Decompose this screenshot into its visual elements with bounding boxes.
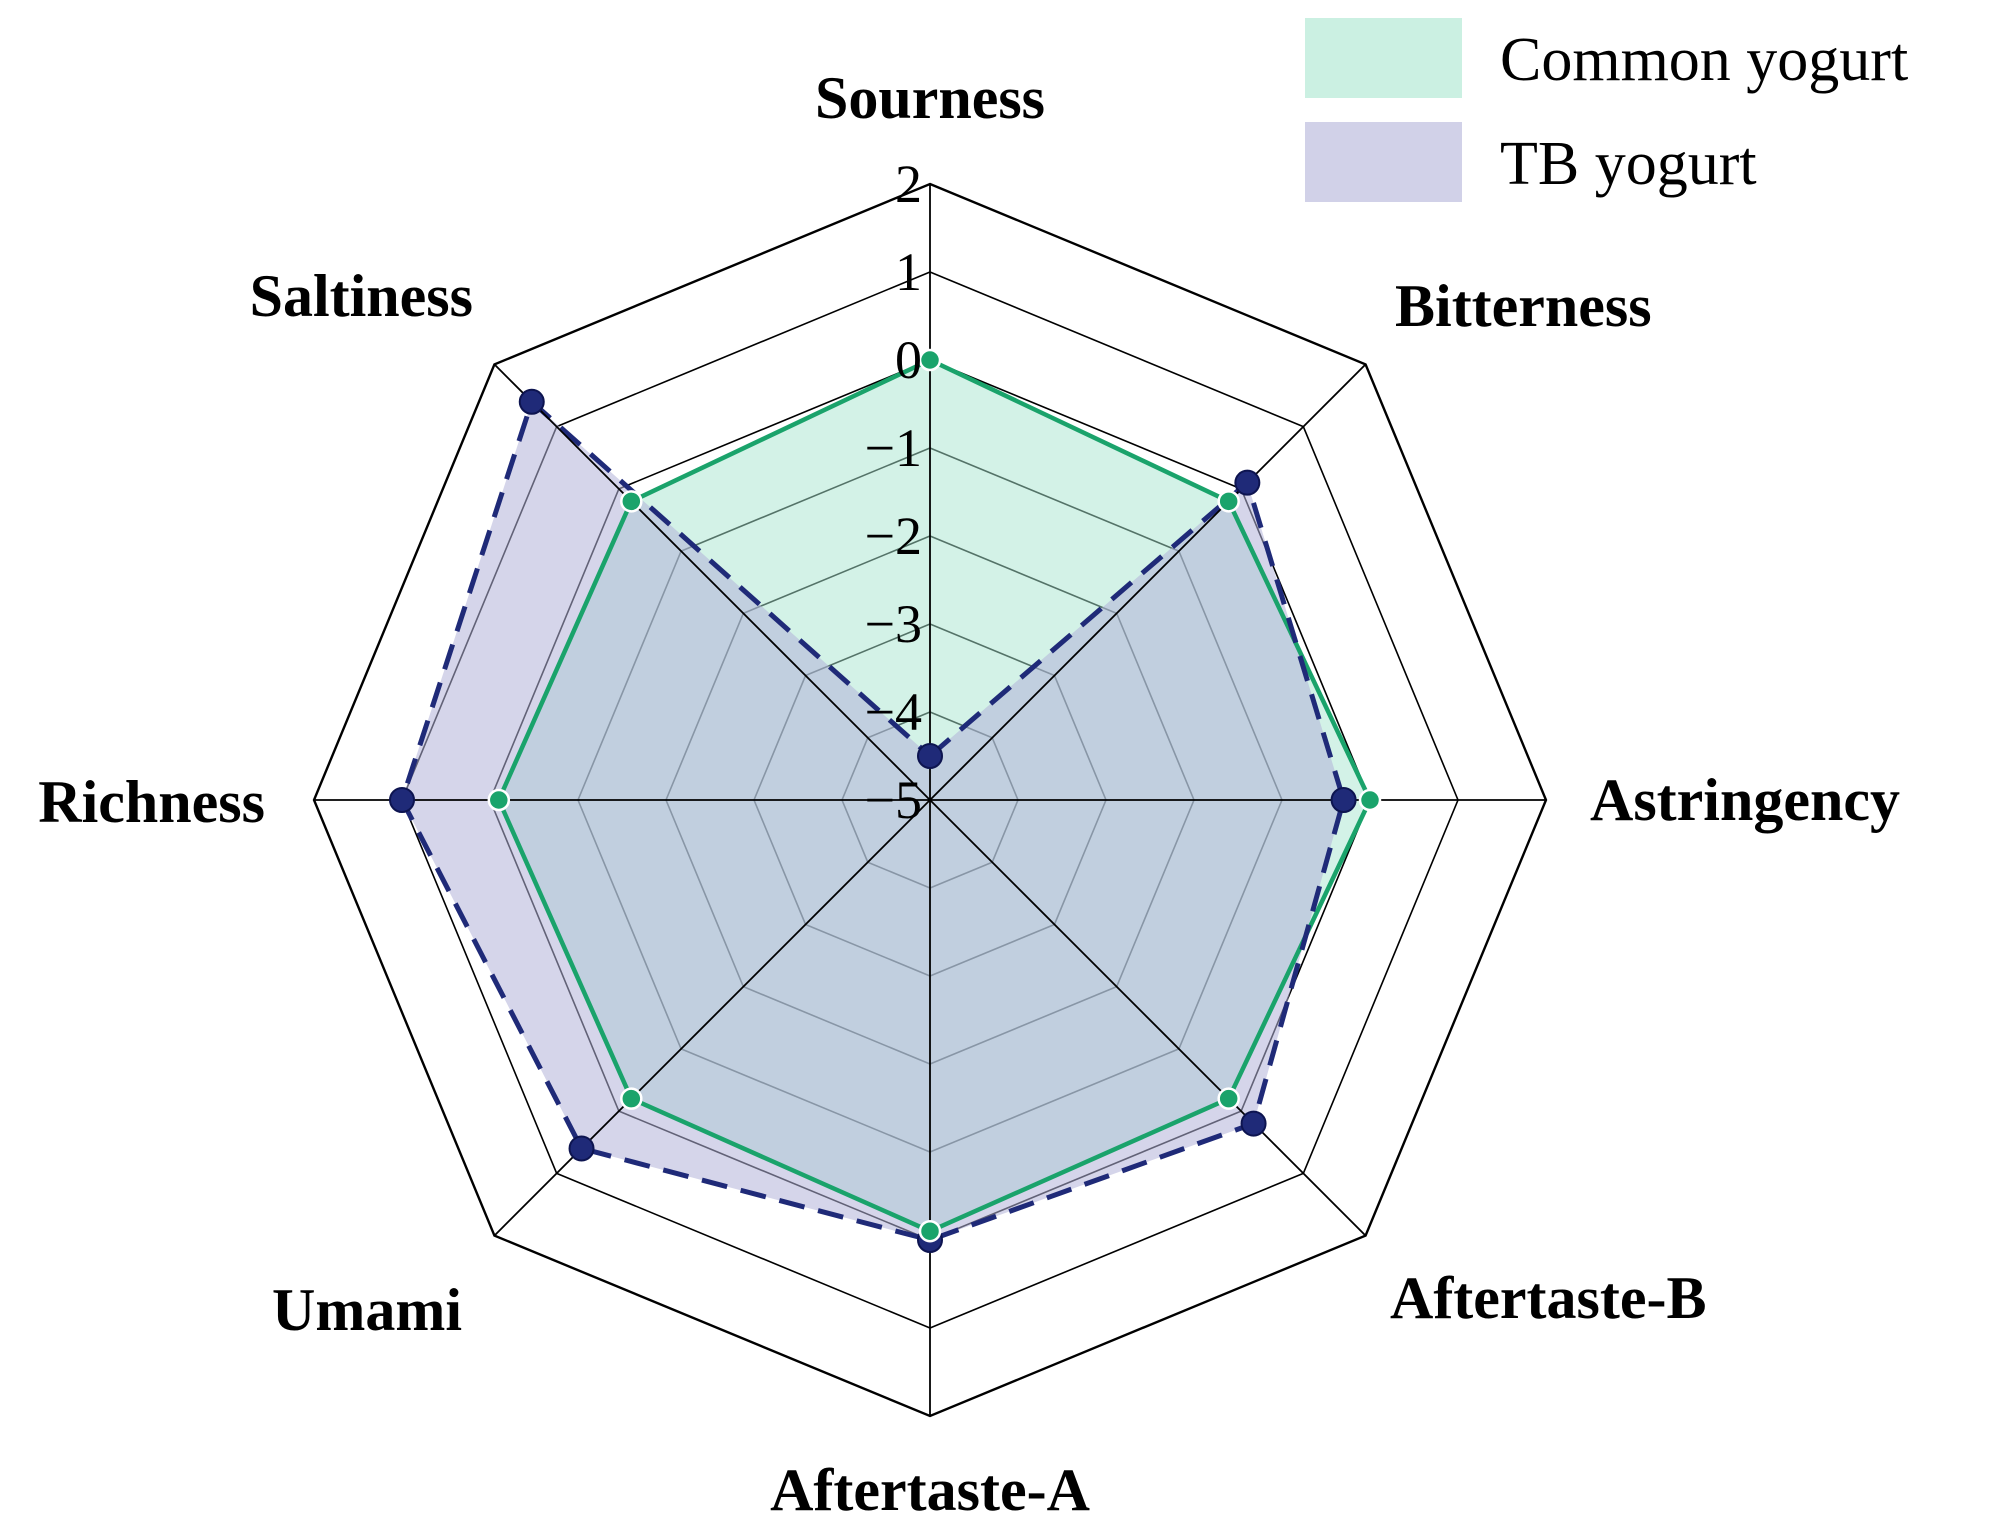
tick-label: −4 bbox=[865, 682, 922, 742]
tick-label: 1 bbox=[895, 242, 922, 302]
tick-label: −3 bbox=[865, 594, 922, 654]
spoke-aftertaste-b bbox=[929, 799, 1367, 1237]
radial-tick-labels: 2 1 0 −1 −2 −3 −4 −5 bbox=[865, 154, 922, 830]
marker-common-yogurt-astringency bbox=[1358, 788, 1382, 812]
marker-tb-yogurt-richness bbox=[389, 787, 415, 813]
series-fill-tb-yogurt bbox=[402, 401, 1344, 1240]
axis-label-richness: Richness bbox=[38, 769, 265, 835]
marker-tb-yogurt-saltiness bbox=[518, 388, 545, 415]
marker-tb-yogurt-astringency bbox=[1330, 787, 1357, 813]
marker-common-yogurt-saltiness bbox=[620, 490, 643, 513]
marker-common-yogurt-richness bbox=[487, 788, 511, 812]
legend-label-tb-yogurt: TB yogurt bbox=[1500, 130, 1757, 198]
axis-label-aftertaste-b: Aftertaste-B bbox=[1390, 1265, 1707, 1331]
tick-label: −1 bbox=[865, 418, 922, 478]
axis-label-sourness: Sourness bbox=[815, 65, 1045, 131]
legend-label-common-yogurt: Common yogurt bbox=[1500, 26, 1908, 94]
series-line-tb-yogurt bbox=[399, 399, 1347, 1243]
axis-labels: Sourness Bitterness Astringency Aftertaste-… bbox=[38, 65, 1900, 1523]
spoke-umami bbox=[493, 799, 931, 1237]
axis-label-astringency: Astringency bbox=[1590, 767, 1900, 833]
marker-common-yogurt-umami bbox=[620, 1087, 643, 1110]
marker-tb-yogurt-umami bbox=[568, 1135, 595, 1162]
marker-common-yogurt-aftertaste-b bbox=[1217, 1087, 1240, 1110]
tick-label: 0 bbox=[895, 330, 922, 390]
marker-tb-yogurt-sourness bbox=[917, 743, 943, 769]
legend: Common yogurt TB yogurt bbox=[1305, 18, 1908, 202]
marker-tb-yogurt-bitterness bbox=[1234, 469, 1261, 496]
tick-label: −2 bbox=[865, 506, 922, 566]
legend-swatch-tb-yogurt bbox=[1305, 122, 1462, 202]
tick-label: −5 bbox=[865, 770, 922, 830]
spoke-bitterness bbox=[929, 363, 1367, 801]
marker-tb-yogurt-aftertaste-b bbox=[1240, 1110, 1267, 1137]
axis-label-aftertaste-a: Aftertaste-A bbox=[770, 1457, 1090, 1523]
spoke-saltiness bbox=[493, 363, 931, 801]
tick-label: 2 bbox=[895, 154, 922, 214]
radar-spokes bbox=[314, 184, 1546, 1416]
marker-common-yogurt-aftertaste-a bbox=[918, 1219, 942, 1243]
series-markers bbox=[389, 348, 1382, 1253]
axis-label-umami: Umami bbox=[272, 1277, 462, 1343]
axis-label-bitterness: Bitterness bbox=[1395, 273, 1652, 339]
marker-common-yogurt-sourness bbox=[918, 348, 942, 372]
axis-label-saltiness: Saltiness bbox=[250, 263, 473, 329]
legend-swatch-common-yogurt bbox=[1305, 18, 1462, 98]
marker-common-yogurt-bitterness bbox=[1217, 490, 1240, 513]
